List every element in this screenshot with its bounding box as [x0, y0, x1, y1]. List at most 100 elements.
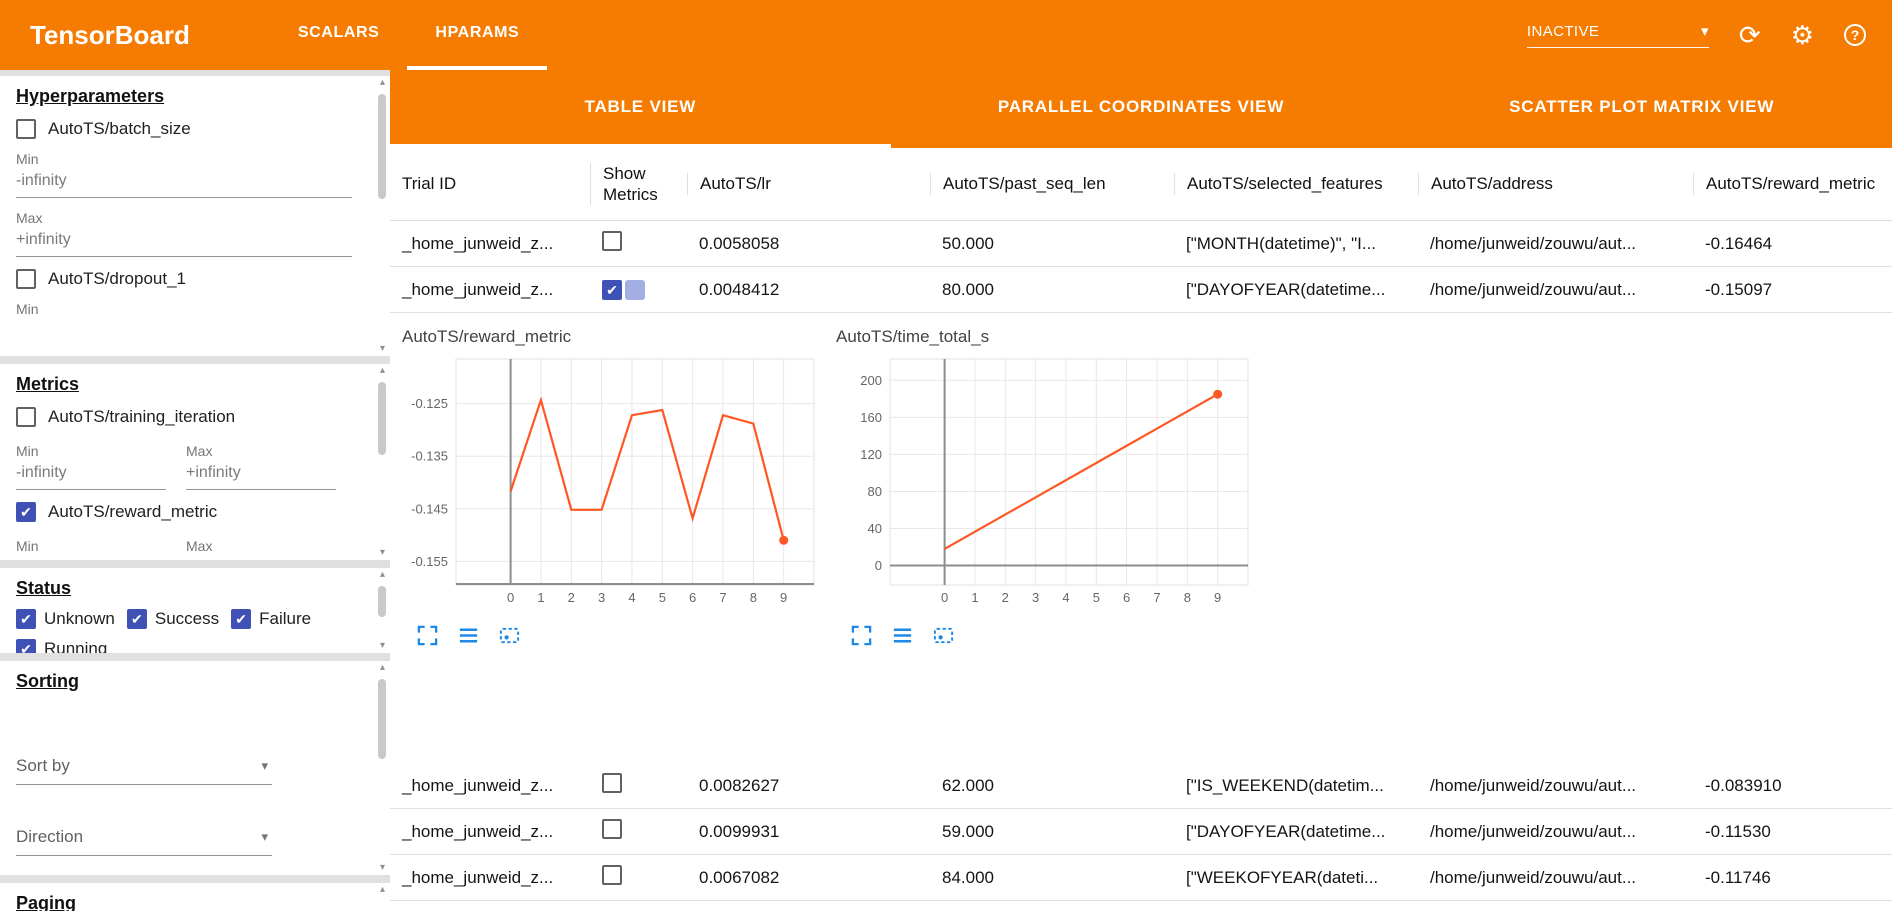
- reward-metric-cell: -0.083910: [1705, 775, 1782, 795]
- scroll-thumb[interactable]: [378, 679, 386, 759]
- batch-size-checkbox[interactable]: [16, 119, 36, 139]
- svg-text:-0.145: -0.145: [411, 501, 448, 516]
- lr-cell: 0.0082627: [699, 775, 780, 795]
- tab-scalars[interactable]: SCALARS: [297, 24, 380, 41]
- table-row[interactable]: _home_junweid_z... 0.0058058 50.000 ["MO…: [390, 221, 1892, 267]
- status-item-failure[interactable]: Failure: [231, 609, 311, 629]
- status-item-running[interactable]: Running: [16, 639, 107, 653]
- scrollbar[interactable]: ▴ ▾: [376, 366, 389, 558]
- table-row[interactable]: _home_junweid_z... 0.0067082 84.000 ["WE…: [390, 855, 1892, 901]
- marquee-zoom-icon[interactable]: [932, 624, 955, 647]
- svg-text:-0.135: -0.135: [411, 449, 448, 464]
- status-item-success[interactable]: Success: [126, 609, 219, 629]
- scroll-down-icon[interactable]: ▾: [379, 862, 386, 873]
- success-checkbox[interactable]: [126, 609, 147, 629]
- svg-text:4: 4: [1062, 590, 1069, 605]
- tab-table-view[interactable]: TABLE VIEW: [390, 70, 891, 148]
- col-lr[interactable]: AutoTS/lr: [687, 173, 930, 195]
- training-iteration-checkbox[interactable]: [16, 407, 36, 427]
- scroll-up-icon[interactable]: ▴: [379, 884, 386, 895]
- svg-text:6: 6: [689, 590, 696, 605]
- col-reward-metric[interactable]: AutoTS/reward_metric: [1693, 173, 1891, 195]
- show-metrics-cell: [590, 231, 687, 256]
- min-input[interactable]: -infinity: [16, 459, 166, 490]
- scroll-thumb[interactable]: [378, 94, 386, 199]
- show-metrics-checkbox[interactable]: [602, 865, 622, 885]
- table-header: Trial ID Show Metrics AutoTS/lr AutoTS/p…: [390, 148, 1892, 221]
- min-input[interactable]: -infinity: [16, 167, 352, 198]
- hparam-item-dropout-1[interactable]: AutoTS/dropout_1: [16, 269, 372, 289]
- svg-text:5: 5: [1093, 590, 1100, 605]
- scroll-down-icon[interactable]: ▾: [379, 343, 386, 354]
- scroll-up-icon[interactable]: ▴: [379, 569, 386, 580]
- scroll-up-icon[interactable]: ▴: [379, 365, 386, 376]
- fullscreen-icon[interactable]: [416, 624, 439, 647]
- table-row[interactable]: _home_junweid_z... 0.0099931 59.000 ["DA…: [390, 809, 1892, 855]
- status-item-unknown[interactable]: Unknown: [16, 609, 115, 629]
- max-input[interactable]: +infinity: [186, 459, 336, 490]
- show-metrics-checkbox[interactable]: [602, 279, 622, 300]
- scroll-thumb[interactable]: [378, 382, 386, 455]
- reward-metric-checkbox[interactable]: [16, 502, 36, 522]
- scrollbar[interactable]: ▴ ▾: [376, 663, 389, 873]
- lr-cell: 0.0099931: [699, 821, 780, 841]
- show-metrics-checkbox[interactable]: [602, 231, 622, 251]
- lines-toggle-icon[interactable]: [891, 624, 914, 647]
- col-address[interactable]: AutoTS/address: [1418, 173, 1693, 195]
- col-selected-features[interactable]: AutoTS/selected_features: [1174, 173, 1418, 195]
- svg-text:0: 0: [875, 558, 882, 573]
- direction-select[interactable]: Direction ▾: [16, 821, 272, 856]
- marquee-zoom-icon[interactable]: [498, 624, 521, 647]
- unknown-checkbox[interactable]: [16, 609, 36, 629]
- lines-toggle-icon[interactable]: [457, 624, 480, 647]
- col-trial-id[interactable]: Trial ID: [402, 174, 457, 194]
- run-status-selector[interactable]: INACTIVE ▾: [1526, 22, 1709, 48]
- metric-item-training-iteration[interactable]: AutoTS/training_iteration: [16, 407, 372, 427]
- col-show-metrics[interactable]: Show Metrics: [590, 162, 687, 206]
- help-icon[interactable]: ?: [1844, 24, 1866, 46]
- scroll-thumb[interactable]: [378, 586, 386, 617]
- svg-text:1: 1: [971, 590, 978, 605]
- tab-parallel-coordinates-view[interactable]: PARALLEL COORDINATES VIEW: [997, 97, 1285, 116]
- max-input[interactable]: +infinity: [16, 226, 352, 257]
- tab-scatter-plot-matrix-view[interactable]: SCATTER PLOT MATRIX VIEW: [1509, 97, 1775, 116]
- lr-cell: 0.0058058: [699, 233, 780, 253]
- sort-by-select[interactable]: Sort by ▾: [16, 750, 272, 785]
- scroll-down-icon[interactable]: ▾: [379, 640, 386, 651]
- scroll-up-icon[interactable]: ▴: [379, 77, 386, 88]
- fullscreen-icon[interactable]: [850, 624, 873, 647]
- table-row[interactable]: _home_junweid_z... 0.0082627 62.000 ["IS…: [390, 763, 1892, 809]
- failure-checkbox[interactable]: [231, 609, 252, 629]
- table-row[interactable]: _home_junweid_z... 0.0048412 80.000 ["DA…: [390, 267, 1892, 313]
- scroll-down-icon[interactable]: ▾: [379, 547, 386, 558]
- hparam-item-batch-size[interactable]: AutoTS/batch_size: [16, 119, 372, 139]
- scrollbar[interactable]: ▴ ▾: [376, 570, 389, 651]
- scrollbar[interactable]: ▴: [376, 885, 389, 909]
- chart-toolbar: [416, 624, 824, 647]
- reward-metric-cell: -0.15097: [1705, 279, 1773, 299]
- svg-text:8: 8: [1184, 590, 1191, 605]
- refresh-icon[interactable]: ⟳: [1738, 20, 1761, 50]
- past-seq-len-cell: 59.000: [942, 821, 994, 841]
- selected-features-cell: ["MONTH(datetime)", "I...: [1186, 233, 1377, 253]
- selected-features-cell: ["IS_WEEKEND(datetim...: [1186, 775, 1384, 795]
- settings-gear-icon[interactable]: ⚙: [1790, 20, 1814, 50]
- show-metrics-checkbox[interactable]: [602, 819, 622, 839]
- show-metrics-checkbox[interactable]: [602, 773, 622, 793]
- show-metrics-cell: [590, 819, 687, 844]
- topbar-actions: INACTIVE ▾ ⟳ ⚙ ?: [1526, 0, 1892, 70]
- scrollbar[interactable]: ▴ ▾: [376, 78, 389, 354]
- tab-hparams[interactable]: HPARAMS: [407, 0, 548, 70]
- svg-text:-0.155: -0.155: [411, 554, 448, 569]
- running-checkbox[interactable]: [16, 639, 36, 653]
- svg-text:200: 200: [860, 373, 882, 388]
- scroll-up-icon[interactable]: ▴: [379, 662, 386, 673]
- col-past-seq-len[interactable]: AutoTS/past_seq_len: [930, 173, 1174, 195]
- svg-text:-0.125: -0.125: [411, 396, 448, 411]
- reward-metric-line-chart[interactable]: -0.125 -0.135 -0.145 -0.155 0 1 2 3 4 5 6 7 8 9: [400, 353, 824, 607]
- metric-item-reward-metric[interactable]: AutoTS/reward_metric: [16, 502, 372, 522]
- topbar-tabs: SCALARS HPARAMS: [270, 0, 548, 70]
- dropout-1-checkbox[interactable]: [16, 269, 36, 289]
- time-total-line-chart[interactable]: 0 40 80 120 160 200 0 1 2 3 4 5 6 7 8 9: [834, 353, 1258, 607]
- svg-text:3: 3: [598, 590, 605, 605]
